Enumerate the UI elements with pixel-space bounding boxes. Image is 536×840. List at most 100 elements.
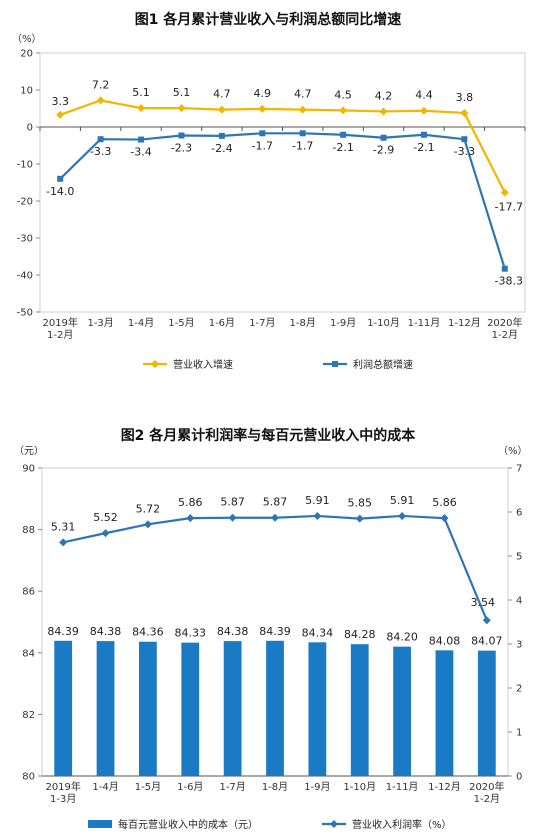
chart-1-plot-frame xyxy=(39,52,526,313)
chart-1-data-label-1: -3.3 xyxy=(454,145,475,158)
chart-2-line-label: 5.87 xyxy=(220,496,245,509)
chart-2-right-tick-label: 4 xyxy=(516,596,522,607)
chart-2-line-label: 3.54 xyxy=(471,596,496,609)
chart-2-x-tick-label: 2019年 1-3月 xyxy=(45,780,80,805)
chart-2-bar xyxy=(308,642,327,776)
chart-1-data-label-1: -3.4 xyxy=(130,146,151,159)
chart-2-right-tick-label: 0 xyxy=(516,772,522,783)
chart-1-series: 3.3 7.2 5.1 5.1 4.7 4.9 4.7 4.5 4.2 4.4 3.8 -17.7 -1… xyxy=(46,78,523,287)
chart-2-right-tick-label: 7 xyxy=(516,464,522,475)
chart-2-line-label: 5.52 xyxy=(93,511,118,524)
chart-2-legend: 每百元营业收入中的成本（元） 营业收入利润率（%） xyxy=(88,818,452,831)
chart-1-point-1 xyxy=(218,132,225,139)
chart-2-legend-bar-label: 每百元营业收入中的成本（元） xyxy=(118,818,258,831)
chart-1-data-label-1: -2.4 xyxy=(211,142,232,155)
chart-2-x-tick-label: 1-9月 xyxy=(304,781,330,793)
chart-1-title: 图1 各月累计营业收入与利润总额同比增速 xyxy=(135,11,402,28)
chart-1-point-1 xyxy=(380,134,387,141)
chart-2-bar xyxy=(96,641,115,776)
chart-1-point-0 xyxy=(379,107,388,116)
chart-2-line-series xyxy=(62,514,488,621)
chart-2-line-label: 5.86 xyxy=(178,496,203,509)
chart-1-point-0 xyxy=(339,106,348,115)
chart-2-x-tick-label: 1-11月 xyxy=(386,781,419,793)
chart-2-line-point xyxy=(440,514,449,523)
chart-1-point-1 xyxy=(57,175,64,182)
chart-1-point-1 xyxy=(340,131,347,138)
chart-2-axes: 90 88 86 84 82 80 7 6 5 4 3 2 1 0 2019年 1-3月 1-4月 1-5月 1-6… xyxy=(22,464,522,806)
chart-2-line-label: 5.31 xyxy=(51,520,76,533)
chart-1-data-label-1: -2.9 xyxy=(373,144,394,157)
chart-2-line-point xyxy=(398,511,407,520)
chart-2-line-label: 5.72 xyxy=(136,502,161,515)
chart-2-line-label: 5.85 xyxy=(347,497,372,510)
chart-2-right-unit: （%） xyxy=(498,445,528,457)
chart-1-data-label-0: 4.9 xyxy=(254,87,272,100)
chart-1-line-1 xyxy=(59,132,506,270)
chart-1-x-tick-label: 2019年 1-2月 xyxy=(42,316,77,341)
chart-1-data-label-0: 4.7 xyxy=(294,88,312,101)
chart-1-data-label-1: -38.3 xyxy=(495,275,523,288)
chart-2-bar xyxy=(54,640,73,776)
chart-1-legend: 营业收入增速 利润总额增速 xyxy=(143,358,413,371)
chart-2-legend-line-marker xyxy=(330,820,338,828)
chart-2-bar-label: 84.33 xyxy=(175,627,207,640)
chart-1-point-1 xyxy=(299,130,306,137)
chart-1-point-1 xyxy=(420,131,427,138)
chart-1-data-label-0: 4.4 xyxy=(415,89,433,102)
chart-1-x-tick-label: 1-6月 xyxy=(209,317,235,329)
chart-2-bar xyxy=(435,650,454,776)
chart-2-left-unit: （元） xyxy=(14,445,44,457)
chart-1-data-label-1: -2.1 xyxy=(332,141,353,154)
chart-2-line-point xyxy=(143,520,152,529)
chart-1-point-1 xyxy=(97,136,104,143)
chart-1-data-label-0: 4.7 xyxy=(213,88,231,101)
chart-1-data-label-0: 4.2 xyxy=(375,89,393,102)
chart-1-data-label-1: -1.7 xyxy=(252,139,273,152)
chart-1-point-0 xyxy=(258,104,267,113)
chart-1-y-tick-label: -10 xyxy=(17,160,33,171)
chart-2-right-tick-label: 5 xyxy=(516,552,522,563)
chart-2-left-tick-label: 80 xyxy=(22,772,35,783)
chart-2-right-tick-label: 1 xyxy=(516,728,522,739)
chart-1-point-0 xyxy=(460,108,469,117)
chart-1-y-unit: （%） xyxy=(12,33,42,45)
chart-2-line-label: 5.91 xyxy=(305,494,330,507)
chart-2-left-tick-label: 86 xyxy=(22,587,35,598)
chart-1-data-label-1: -1.7 xyxy=(292,139,313,152)
chart-1-x-tick-label: 1-9月 xyxy=(330,317,356,329)
chart-2-bar-label: 84.36 xyxy=(132,626,164,639)
chart-1-point-0 xyxy=(298,105,307,114)
chart-2-bars: 84.39 84.38 84.36 84.33 84.38 84.39 84.34 84.28… xyxy=(47,625,503,776)
chart-2-bar xyxy=(266,640,284,776)
chart-1-point-1 xyxy=(178,132,185,139)
chart-1-point-1 xyxy=(138,136,145,143)
chart-2-line: 5.31 5.52 5.72 5.86 5.87 5.87 5.91 5.85 5.91 5.86… xyxy=(51,494,496,625)
chart-1-x-tick-label: 1-5月 xyxy=(168,317,194,329)
chart-2-x-tick-label: 2020年 1-2月 xyxy=(469,780,504,805)
chart-2-bar-label: 84.39 xyxy=(47,625,79,638)
chart-1-data-label-0: -17.7 xyxy=(495,200,523,213)
chart-2-left-tick-label: 90 xyxy=(22,464,35,475)
chart-2-bar-label: 84.28 xyxy=(344,628,376,641)
chart-2-bar xyxy=(181,642,200,776)
chart-1-data-label-1: -3.3 xyxy=(90,145,111,158)
chart-1-data-label-1: -14.0 xyxy=(46,185,74,198)
chart-2-x-tick-label: 1-5月 xyxy=(135,781,161,793)
chart-1-data-label-0: 3.3 xyxy=(51,95,69,108)
chart-1-x-tick-label: 1-3月 xyxy=(87,317,113,329)
chart-2-legend-line-label: 营业收入利润率（%） xyxy=(352,818,452,831)
chart-2-line-point xyxy=(482,616,491,625)
chart-2-bar xyxy=(477,650,496,776)
chart-2-line-label: 5.91 xyxy=(390,494,415,507)
chart-2-left-tick-label: 88 xyxy=(22,525,35,536)
chart-1-x-tick-label: 1-12月 xyxy=(448,317,481,329)
chart-2-line-point xyxy=(271,513,279,522)
chart-1-data-label-1: -2.3 xyxy=(171,142,192,155)
chart-2-bar xyxy=(223,641,242,776)
chart-2-line-point xyxy=(228,513,237,522)
chart-1-y-tick-label: -40 xyxy=(17,271,33,282)
chart-2-bar-label: 84.38 xyxy=(90,625,122,638)
chart-1-data-label-0: 4.5 xyxy=(334,88,352,101)
chart-1-point-0 xyxy=(96,96,105,105)
